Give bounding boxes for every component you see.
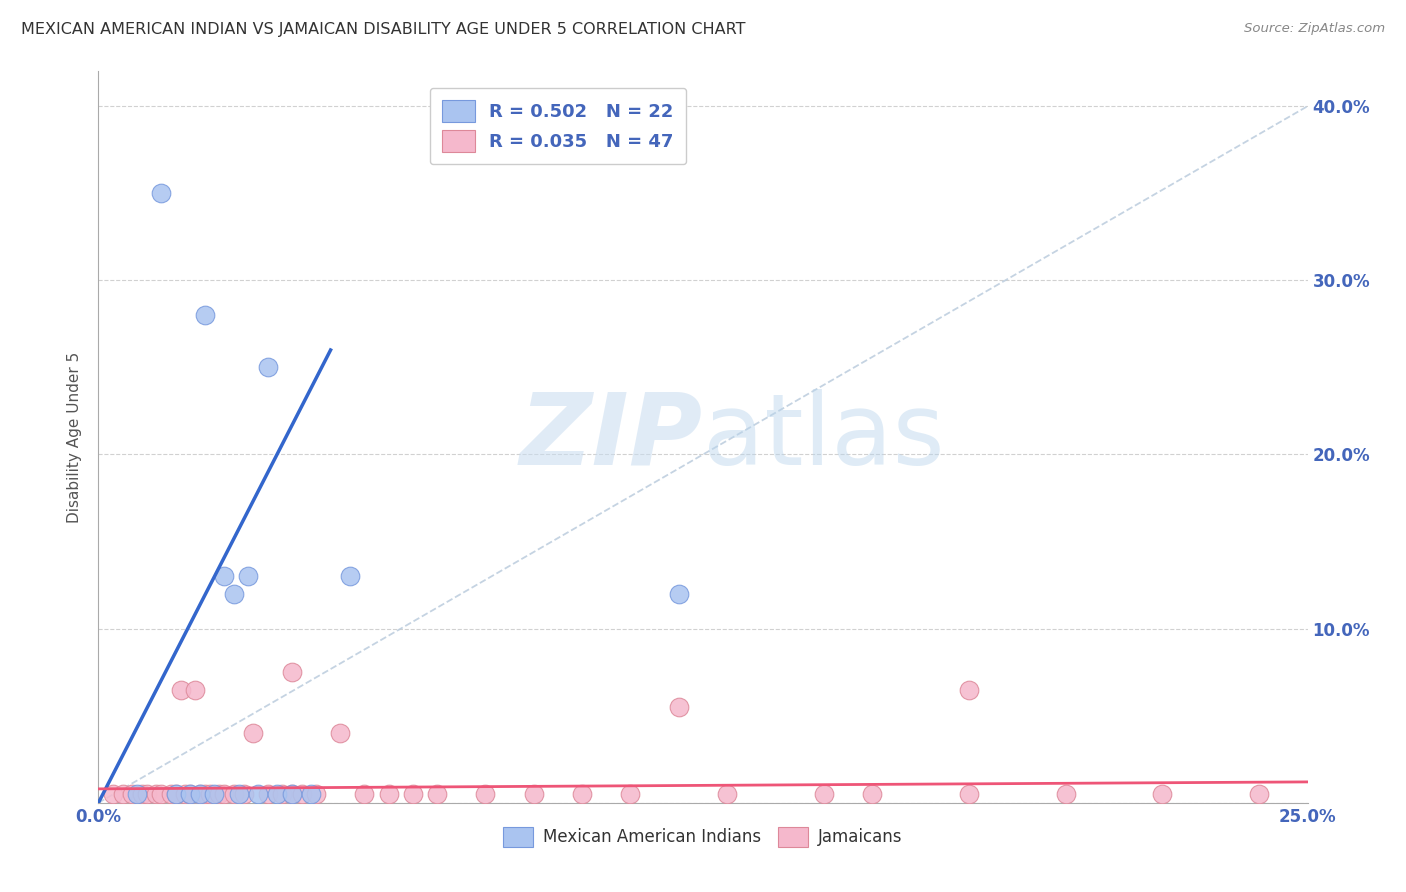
Point	[174, 787, 197, 801]
Point	[101, 787, 124, 801]
Point	[188, 787, 211, 801]
Point	[165, 787, 187, 801]
Point	[377, 787, 399, 801]
Text: ZIP: ZIP	[520, 389, 703, 485]
Point	[188, 787, 211, 801]
Point	[813, 787, 835, 801]
Point	[426, 787, 449, 801]
Point	[212, 569, 235, 583]
Point	[571, 787, 593, 801]
Point	[281, 787, 304, 801]
Point	[222, 787, 245, 801]
Point	[281, 665, 304, 680]
Point	[668, 700, 690, 714]
Point	[121, 787, 143, 801]
Point	[194, 308, 217, 322]
Point	[290, 787, 312, 801]
Point	[135, 787, 157, 801]
Point	[957, 682, 980, 697]
Text: MEXICAN AMERICAN INDIAN VS JAMAICAN DISABILITY AGE UNDER 5 CORRELATION CHART: MEXICAN AMERICAN INDIAN VS JAMAICAN DISA…	[21, 22, 745, 37]
Point	[131, 787, 153, 801]
Point	[165, 787, 187, 801]
Point	[402, 787, 425, 801]
Point	[957, 787, 980, 801]
Point	[474, 787, 496, 801]
Point	[256, 360, 278, 375]
Point	[266, 787, 288, 801]
Y-axis label: Disability Age Under 5: Disability Age Under 5	[67, 351, 83, 523]
Point	[150, 186, 173, 201]
Point	[247, 787, 270, 801]
Point	[1054, 787, 1077, 801]
Point	[716, 787, 738, 801]
Point	[169, 682, 191, 697]
Point	[242, 726, 264, 740]
Text: Source: ZipAtlas.com: Source: ZipAtlas.com	[1244, 22, 1385, 36]
Point	[523, 787, 546, 801]
Point	[299, 787, 322, 801]
Point	[179, 787, 201, 801]
Point	[204, 787, 226, 801]
Legend: Mexican American Indians, Jamaicans: Mexican American Indians, Jamaicans	[491, 814, 915, 860]
Point	[329, 726, 352, 740]
Point	[208, 787, 231, 801]
Point	[150, 787, 173, 801]
Point	[1152, 787, 1174, 801]
Point	[160, 787, 183, 801]
Point	[271, 787, 294, 801]
Point	[256, 787, 278, 801]
Point	[339, 569, 361, 583]
Text: atlas: atlas	[703, 389, 945, 485]
Point	[127, 787, 149, 801]
Point	[228, 787, 250, 801]
Point	[1249, 787, 1271, 801]
Point	[668, 587, 690, 601]
Point	[212, 787, 235, 801]
Point	[145, 787, 167, 801]
Point	[305, 787, 328, 801]
Point	[198, 787, 221, 801]
Point	[111, 787, 134, 801]
Point	[222, 587, 245, 601]
Point	[179, 787, 201, 801]
Point	[184, 682, 207, 697]
Point	[353, 787, 375, 801]
Point	[232, 787, 254, 801]
Point	[619, 787, 641, 801]
Point	[860, 787, 883, 801]
Point	[194, 787, 217, 801]
Point	[238, 569, 260, 583]
Point	[281, 787, 304, 801]
